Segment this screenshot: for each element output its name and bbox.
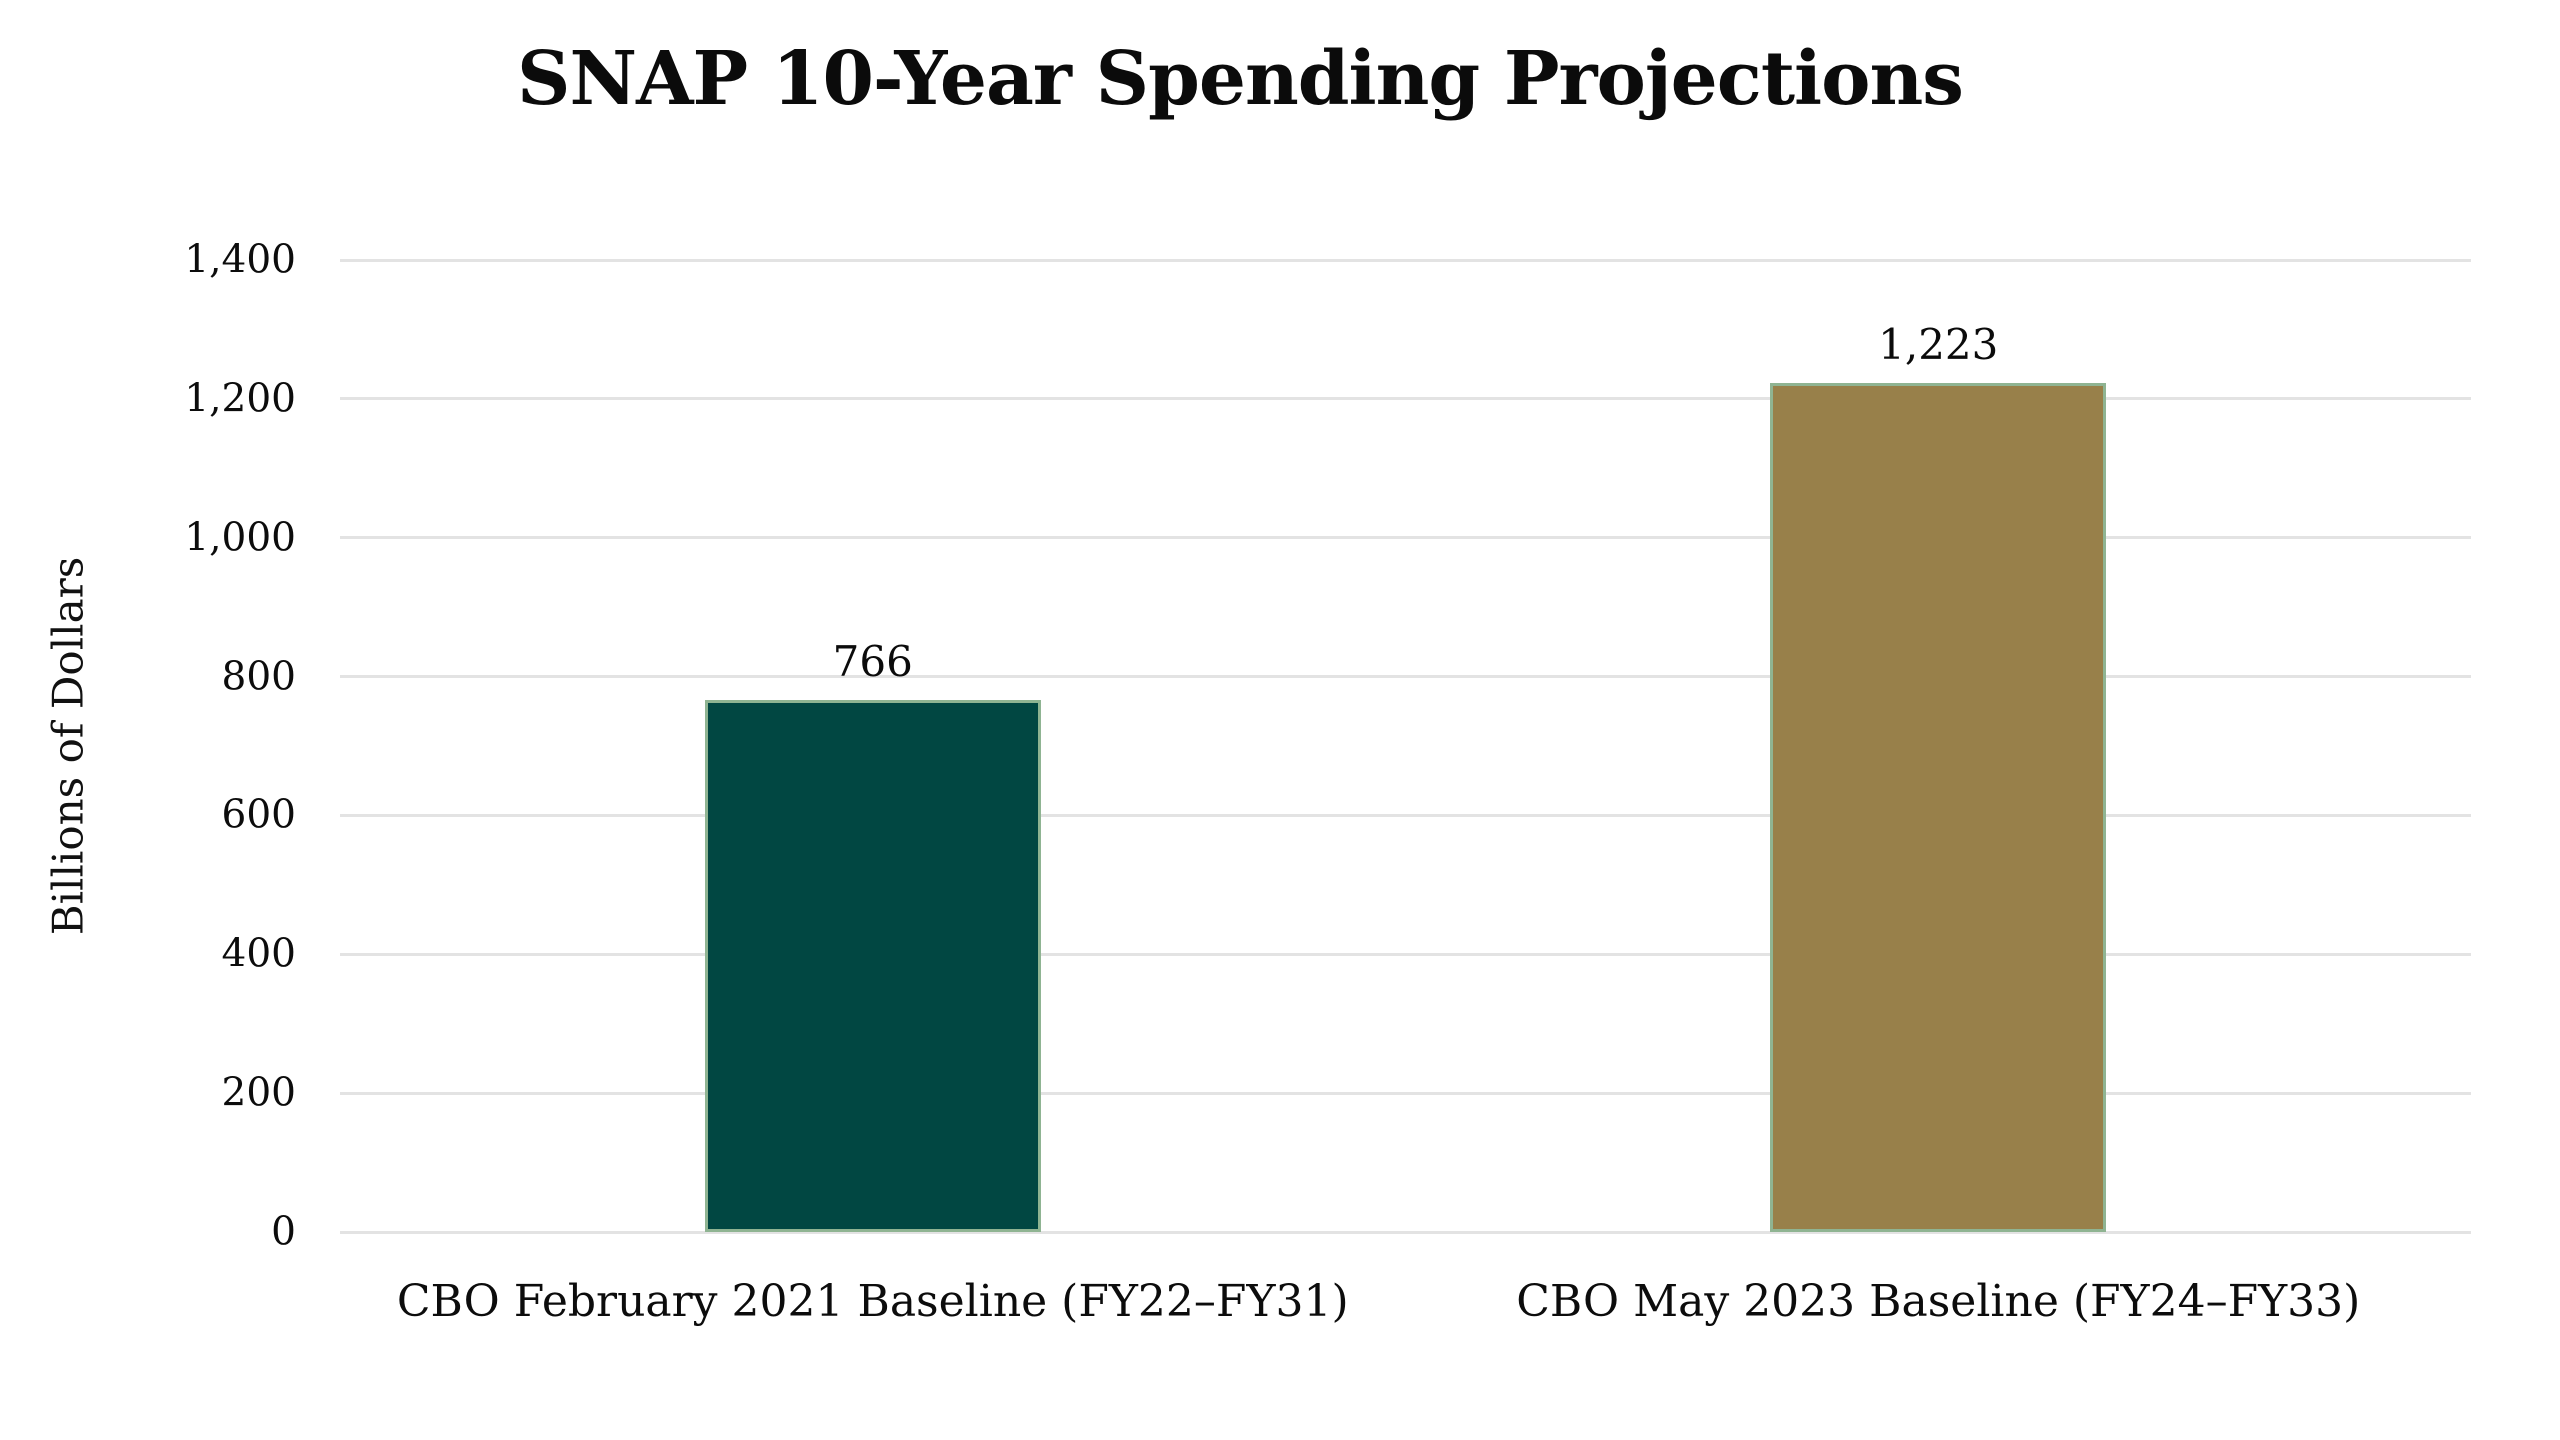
y-tick-label: 800 (221, 654, 296, 700)
x-axis-category-labels: CBO February 2021 Baseline (FY22–FY31) CB… (340, 1276, 2471, 1346)
y-tick-label: 1,000 (184, 515, 296, 561)
chart-title: SNAP 10-Year Spending Projections (517, 36, 1964, 122)
y-axis-tick-labels: 0 200 400 600 800 1,000 1,200 1,400 (0, 238, 296, 1255)
bar (704, 700, 1041, 1232)
y-tick-label: 200 (221, 1070, 296, 1116)
gridline (340, 536, 2471, 540)
y-tick-label: 0 (271, 1209, 296, 1255)
x-category-label: CBO May 2023 Baseline (FY24–FY33) (1516, 1276, 2361, 1327)
gridline (340, 952, 2471, 956)
gridline (340, 1091, 2471, 1095)
bar (1770, 382, 2107, 1232)
y-tick-label: 1,200 (184, 376, 296, 422)
gridline (340, 675, 2471, 679)
y-tick-label: 400 (221, 931, 296, 977)
bar-value-label: 766 (832, 637, 913, 687)
gridline (340, 397, 2471, 401)
gridline (340, 258, 2471, 262)
bar-value-label: 1,223 (1878, 319, 1999, 369)
gridline (340, 1230, 2471, 1234)
gridline (340, 813, 2471, 817)
x-category-label: CBO February 2021 Baseline (FY22–FY31) (396, 1276, 1349, 1327)
y-tick-label: 600 (221, 792, 296, 838)
plot-area: 766 1,223 (340, 258, 2471, 1234)
y-tick-label: 1,400 (184, 237, 296, 283)
